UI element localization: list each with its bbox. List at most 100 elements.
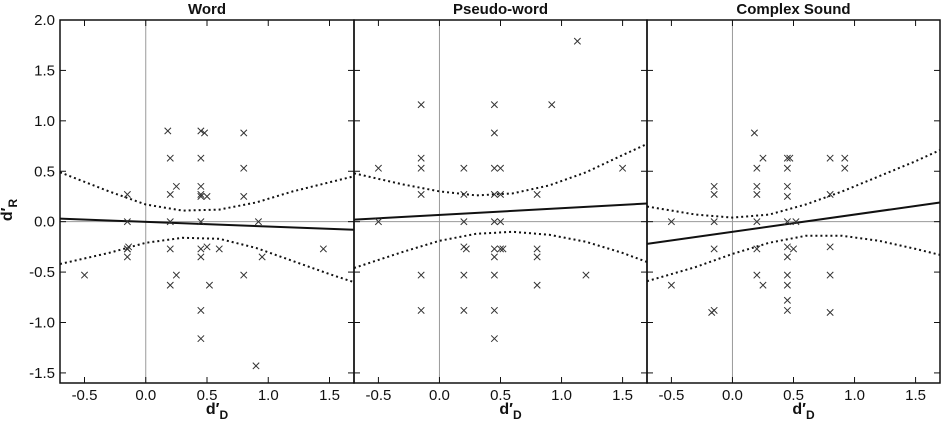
panel-frame xyxy=(646,19,941,384)
data-point xyxy=(786,154,794,162)
data-point xyxy=(123,245,131,253)
data-point xyxy=(319,245,327,253)
panel-2: -0.5 0.0 0.5 1.0 1.5 Pseudo-word d′D xyxy=(353,1,648,422)
panel-frame xyxy=(59,19,355,384)
regression-line xyxy=(353,202,648,221)
panel-3: -0.5 0.0 0.5 1.0 1.5 Complex Sound d′D xyxy=(646,1,941,422)
x-tick-label: 1.5 xyxy=(905,387,926,404)
data-point xyxy=(667,281,675,289)
data-point xyxy=(490,306,498,314)
y-tick-label: 0.0 xyxy=(34,214,55,231)
data-point xyxy=(841,154,849,162)
panel-1: -0.5 0.0 0.5 1.0 1.5 Word d′D xyxy=(59,1,355,422)
data-point xyxy=(80,271,89,279)
data-point xyxy=(783,271,791,279)
x-axis-label-main: d′ xyxy=(792,401,806,418)
data-point xyxy=(753,164,761,172)
y-axis-label-subscript: R xyxy=(6,199,20,208)
data-point xyxy=(582,271,590,279)
x-tick-label: 0.5 xyxy=(197,387,218,404)
data-point xyxy=(203,192,211,201)
data-point xyxy=(460,306,468,314)
y-tick-label: 1.5 xyxy=(34,62,55,79)
data-point xyxy=(496,164,505,172)
data-point xyxy=(417,164,425,172)
data-point xyxy=(533,253,541,261)
data-point xyxy=(123,253,131,261)
x-axis-label: d′D xyxy=(792,401,815,422)
data-point xyxy=(490,245,498,253)
data-point xyxy=(164,127,172,135)
y-tick-label: -1.0 xyxy=(29,315,55,332)
data-point xyxy=(123,218,131,226)
data-point xyxy=(417,271,425,279)
data-point xyxy=(197,245,205,253)
data-point xyxy=(490,190,498,198)
data-point xyxy=(462,245,470,253)
data-point xyxy=(496,190,505,198)
x-axis-label-main: d′ xyxy=(499,401,513,418)
x-tick-label: 1.0 xyxy=(844,387,865,404)
data-point xyxy=(197,335,205,343)
data-point xyxy=(783,306,791,314)
x-tick-label: 0.5 xyxy=(783,387,804,404)
confidence-band-lower xyxy=(353,230,648,269)
data-point xyxy=(753,190,761,198)
data-point xyxy=(710,190,718,198)
data-point xyxy=(125,243,133,251)
data-point xyxy=(197,306,205,314)
data-point xyxy=(197,127,205,135)
data-point xyxy=(490,218,498,226)
data-point xyxy=(753,182,761,190)
data-point xyxy=(240,271,248,279)
confidence-band-lower xyxy=(646,234,941,283)
x-axis-label: d′D xyxy=(499,401,522,422)
x-tick-label: 0.0 xyxy=(135,387,156,404)
data-point xyxy=(197,218,205,226)
confidence-band-upper xyxy=(59,171,355,212)
data-point xyxy=(417,154,425,162)
data-point xyxy=(197,192,205,201)
x-tick-label: -0.5 xyxy=(658,387,684,404)
data-point xyxy=(499,245,507,253)
x-axis-label-subscript: D xyxy=(806,408,815,422)
data-point xyxy=(496,245,505,253)
data-point xyxy=(490,101,498,109)
y-tick-label: -0.5 xyxy=(29,264,55,281)
data-point xyxy=(533,281,541,289)
y-tick-label: 2.0 xyxy=(34,12,55,29)
data-point xyxy=(792,218,800,226)
x-axis-label-main: d′ xyxy=(206,401,220,418)
x-tick-label: 0.0 xyxy=(722,387,743,404)
data-point xyxy=(490,271,498,279)
confidence-band-upper xyxy=(353,143,648,197)
data-point xyxy=(417,190,425,198)
x-axis-label-subscript: D xyxy=(513,408,522,422)
data-point xyxy=(240,129,248,137)
data-point xyxy=(783,218,791,226)
data-point xyxy=(460,271,468,279)
data-point xyxy=(496,218,505,226)
data-point xyxy=(783,281,791,289)
panel-frame xyxy=(353,19,648,384)
data-point xyxy=(826,308,834,316)
data-point xyxy=(573,37,581,45)
data-point xyxy=(166,218,174,226)
y-tick-label: 1.0 xyxy=(34,113,55,130)
x-tick-label: 0.5 xyxy=(490,387,511,404)
x-axis-label-subscript: D xyxy=(219,408,228,422)
data-point xyxy=(667,218,675,226)
data-point xyxy=(753,218,761,226)
data-point xyxy=(200,129,209,137)
data-point xyxy=(460,190,468,198)
data-point xyxy=(759,281,767,289)
regression-line xyxy=(59,217,355,231)
regression-line xyxy=(646,201,941,245)
data-point xyxy=(753,245,761,253)
data-point xyxy=(841,164,849,172)
data-point xyxy=(197,154,205,162)
y-tick-label: -1.5 xyxy=(29,365,55,382)
data-point xyxy=(417,306,425,314)
data-point xyxy=(783,243,791,251)
